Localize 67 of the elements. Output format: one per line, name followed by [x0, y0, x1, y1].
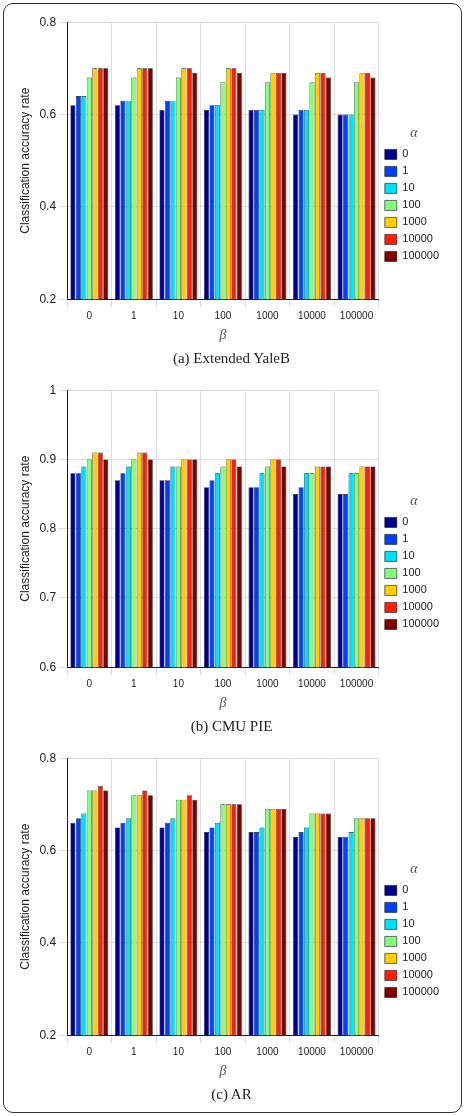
legend-label: 10000 — [402, 968, 433, 981]
legend-label: 1 — [402, 164, 409, 177]
legend-label: 1 — [402, 900, 409, 913]
legend-label: 0 — [402, 883, 409, 896]
x-tick-label: 100000 — [339, 309, 374, 321]
y-axis-title: Classification accuracy rate — [17, 87, 32, 234]
x-tick-label: 0 — [86, 677, 93, 689]
y-tick-label: 0.4 — [39, 935, 57, 950]
x-axis-title: β — [218, 695, 227, 711]
y-tick-label: 0.6 — [39, 659, 57, 674]
legend-label: 100 — [402, 198, 421, 211]
y-axis-title: Classification accuracy rate — [17, 455, 32, 602]
y-tick-label: 0.8 — [39, 521, 57, 536]
legend-label: 0 — [402, 147, 409, 160]
text: (a) Extended YaleB — [172, 349, 291, 367]
y-tick-label: 0.2 — [39, 291, 57, 306]
y-tick-label: 0.2 — [39, 1027, 57, 1042]
x-tick-label: 100000 — [339, 1045, 374, 1057]
legend-label: 10000 — [402, 600, 433, 613]
legend-label: 100000 — [402, 985, 440, 998]
x-tick-label: 10 — [172, 1045, 185, 1057]
x-tick-label: 0 — [86, 309, 93, 321]
x-tick-label: 100 — [214, 1045, 232, 1057]
legend-label: 10 — [402, 181, 415, 194]
y-tick-label: 1 — [49, 382, 57, 397]
legend-label: 100 — [402, 934, 421, 947]
x-axis-title: β — [218, 1063, 227, 1079]
y-tick-label: 0.4 — [39, 199, 57, 214]
text: (b) CMU PIE — [190, 717, 273, 735]
legend-label: 10 — [402, 549, 415, 562]
legend-label: 1000 — [402, 583, 427, 596]
y-tick-label: 0.6 — [39, 106, 57, 121]
y-tick-label: 0.9 — [39, 451, 57, 466]
y-tick-label: 0.8 — [39, 750, 57, 765]
y-axis-title: Classification accuracy rate — [17, 823, 32, 970]
x-tick-label: 1 — [131, 1045, 138, 1057]
x-tick-label: 1 — [131, 309, 138, 321]
x-tick-label: 1 — [131, 677, 138, 689]
legend-label: 0 — [402, 515, 409, 528]
x-tick-label: 100000 — [339, 677, 374, 689]
x-tick-label: 10 — [172, 677, 185, 689]
legend-label: 10 — [402, 917, 415, 930]
legend-label: 10000 — [402, 232, 433, 245]
x-tick-label: 100 — [214, 309, 232, 321]
legend-label: 1000 — [402, 951, 427, 964]
x-axis-title: β — [218, 327, 227, 343]
legend-title: α — [410, 492, 419, 508]
x-tick-label: 1000 — [256, 1045, 280, 1057]
x-tick-label: 10000 — [298, 1045, 327, 1057]
y-tick-label: 0.8 — [39, 14, 57, 29]
x-tick-label: 1000 — [256, 309, 280, 321]
legend-title: α — [410, 124, 419, 140]
x-tick-label: 10000 — [298, 677, 327, 689]
x-tick-label: 0 — [86, 1045, 93, 1057]
x-tick-label: 10 — [172, 309, 185, 321]
x-tick-label: 10000 — [298, 309, 327, 321]
y-tick-label: 0.6 — [39, 842, 57, 857]
legend-label: 100000 — [402, 617, 440, 630]
text: (c) AR — [211, 1085, 252, 1103]
legend-label: 1000 — [402, 215, 427, 228]
legend-label: 100 — [402, 566, 421, 579]
x-tick-label: 100 — [214, 677, 232, 689]
legend-title: α — [410, 860, 419, 876]
y-tick-label: 0.7 — [39, 590, 57, 605]
legend-label: 100000 — [402, 249, 440, 262]
legend-label: 1 — [402, 532, 409, 545]
x-tick-label: 1000 — [256, 677, 280, 689]
